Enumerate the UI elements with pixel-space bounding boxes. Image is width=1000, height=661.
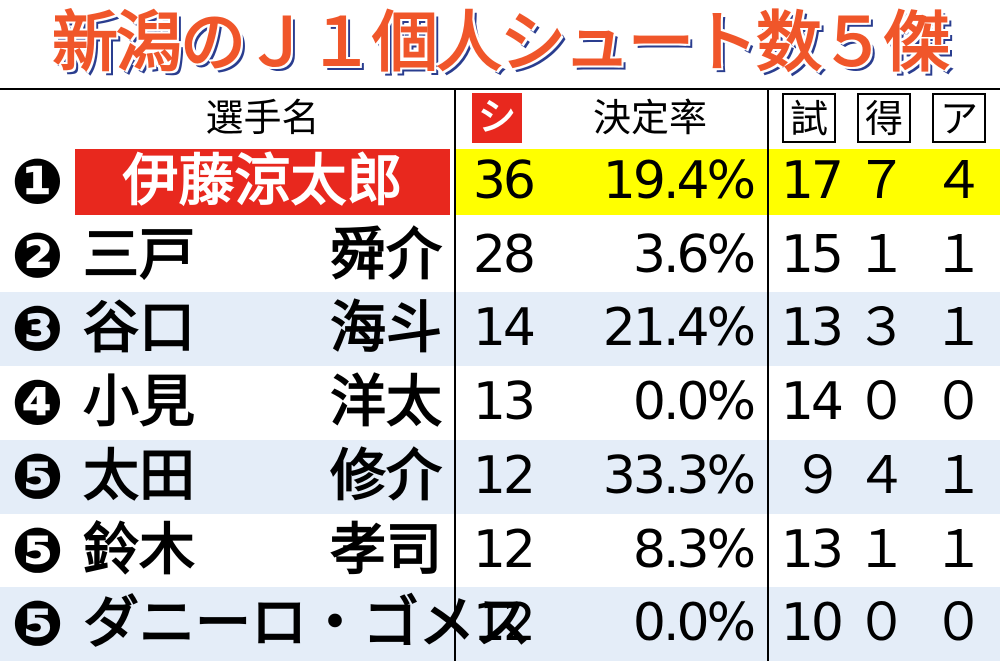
assists: ４ [932, 151, 984, 211]
rank: ❶ [11, 145, 64, 218]
player-name: 三戸 舜介 [75, 219, 450, 293]
player-name: 太田 修介 [75, 440, 450, 514]
family-name: 三戸 [83, 222, 195, 288]
rate: 33.3% [602, 445, 756, 506]
given-name: 洋太 [330, 370, 442, 436]
shots: 36 [472, 151, 536, 211]
rate: 19.4% [602, 151, 756, 211]
rank: ❺ [11, 439, 64, 513]
family-name: 谷口 [83, 296, 195, 362]
given-name: 孝司 [330, 517, 442, 583]
rate: 8.3% [632, 519, 756, 580]
table-row: ❺ ダニーロ・ゴメス 12 0.0% 10 ０ ０ [0, 587, 1000, 661]
given-name: 海斗 [330, 296, 442, 362]
given-name: 舜介 [330, 222, 442, 288]
family-name: 鈴木 [83, 517, 195, 583]
header-games: 試 [782, 93, 836, 143]
goals: １ [855, 519, 907, 580]
rank: ❺ [11, 587, 64, 661]
goals: ３ [855, 298, 907, 359]
goals: ４ [855, 445, 907, 506]
highlight [455, 149, 1000, 215]
games: 13 [780, 519, 844, 580]
header-name: 選手名 [205, 96, 320, 140]
assists: １ [932, 519, 984, 580]
rate: 21.4% [602, 298, 756, 359]
given-name: 修介 [330, 443, 442, 509]
rank: ❺ [11, 513, 64, 587]
shots: 12 [472, 593, 536, 654]
table-row: ❺ 太田 修介 12 33.3% ９ ４ １ [0, 439, 1000, 514]
header-row: 選手名 シ 決定率 試 得 ア [0, 88, 1000, 145]
games: 17 [780, 151, 844, 211]
header-assists: ア [932, 93, 986, 143]
header-rate: 決定率 [592, 96, 707, 140]
rank: ❹ [11, 366, 64, 440]
assists: １ [932, 298, 984, 359]
table-row: ❹ 小見 洋太 13 0.0% 14 ０ ０ [0, 366, 1000, 440]
family-name: ダニーロ・ゴメス [83, 591, 531, 657]
shots: 14 [472, 298, 536, 359]
title: 新潟のＪ１個人シュート数５傑 [52, 3, 950, 81]
games: 10 [780, 593, 844, 654]
rate: 0.0% [632, 593, 756, 654]
games: ９ [791, 445, 844, 506]
shots: 13 [472, 372, 536, 433]
player-name: 小見 洋太 [75, 366, 450, 440]
player-name: 鈴木 孝司 [75, 514, 450, 588]
shots: 12 [472, 519, 536, 580]
goals: ０ [855, 593, 907, 654]
player-name: 谷口 海斗 [75, 292, 450, 366]
assists: １ [932, 445, 984, 506]
table-row: ❷ 三戸 舜介 28 3.6% 15 １ １ [0, 219, 1000, 293]
table-row: ❺ 鈴木 孝司 12 8.3% 13 １ １ [0, 514, 1000, 588]
header-shots: シ [472, 93, 522, 143]
player-name: ダニーロ・ゴメス [75, 587, 531, 661]
assists: １ [932, 224, 984, 285]
player-name: 伊藤涼太郎 [75, 149, 450, 215]
table-row: ❶ 伊藤涼太郎 36 19.4% 17 ７ ４ [0, 145, 1000, 219]
rate: 0.0% [632, 372, 756, 433]
goals: １ [855, 224, 907, 285]
rank: ❸ [11, 292, 64, 366]
header-goals: 得 [857, 93, 911, 143]
games: 14 [780, 372, 844, 433]
goals: ７ [855, 151, 907, 211]
goals: ０ [855, 372, 907, 433]
games: 13 [780, 298, 844, 359]
family-name: 太田 [83, 443, 195, 509]
divider [767, 88, 769, 661]
shots: 12 [472, 445, 536, 506]
table-row: ❸ 谷口 海斗 14 21.4% 13 ３ １ [0, 292, 1000, 367]
family-name: 伊藤涼太郎 [122, 149, 403, 214]
divider [454, 88, 456, 661]
rank: ❷ [11, 218, 64, 292]
rate: 3.6% [632, 224, 756, 285]
games: 15 [780, 224, 844, 285]
family-name: 小見 [83, 370, 195, 436]
assists: ０ [932, 593, 984, 654]
assists: ０ [932, 372, 984, 433]
shots: 28 [472, 224, 536, 285]
